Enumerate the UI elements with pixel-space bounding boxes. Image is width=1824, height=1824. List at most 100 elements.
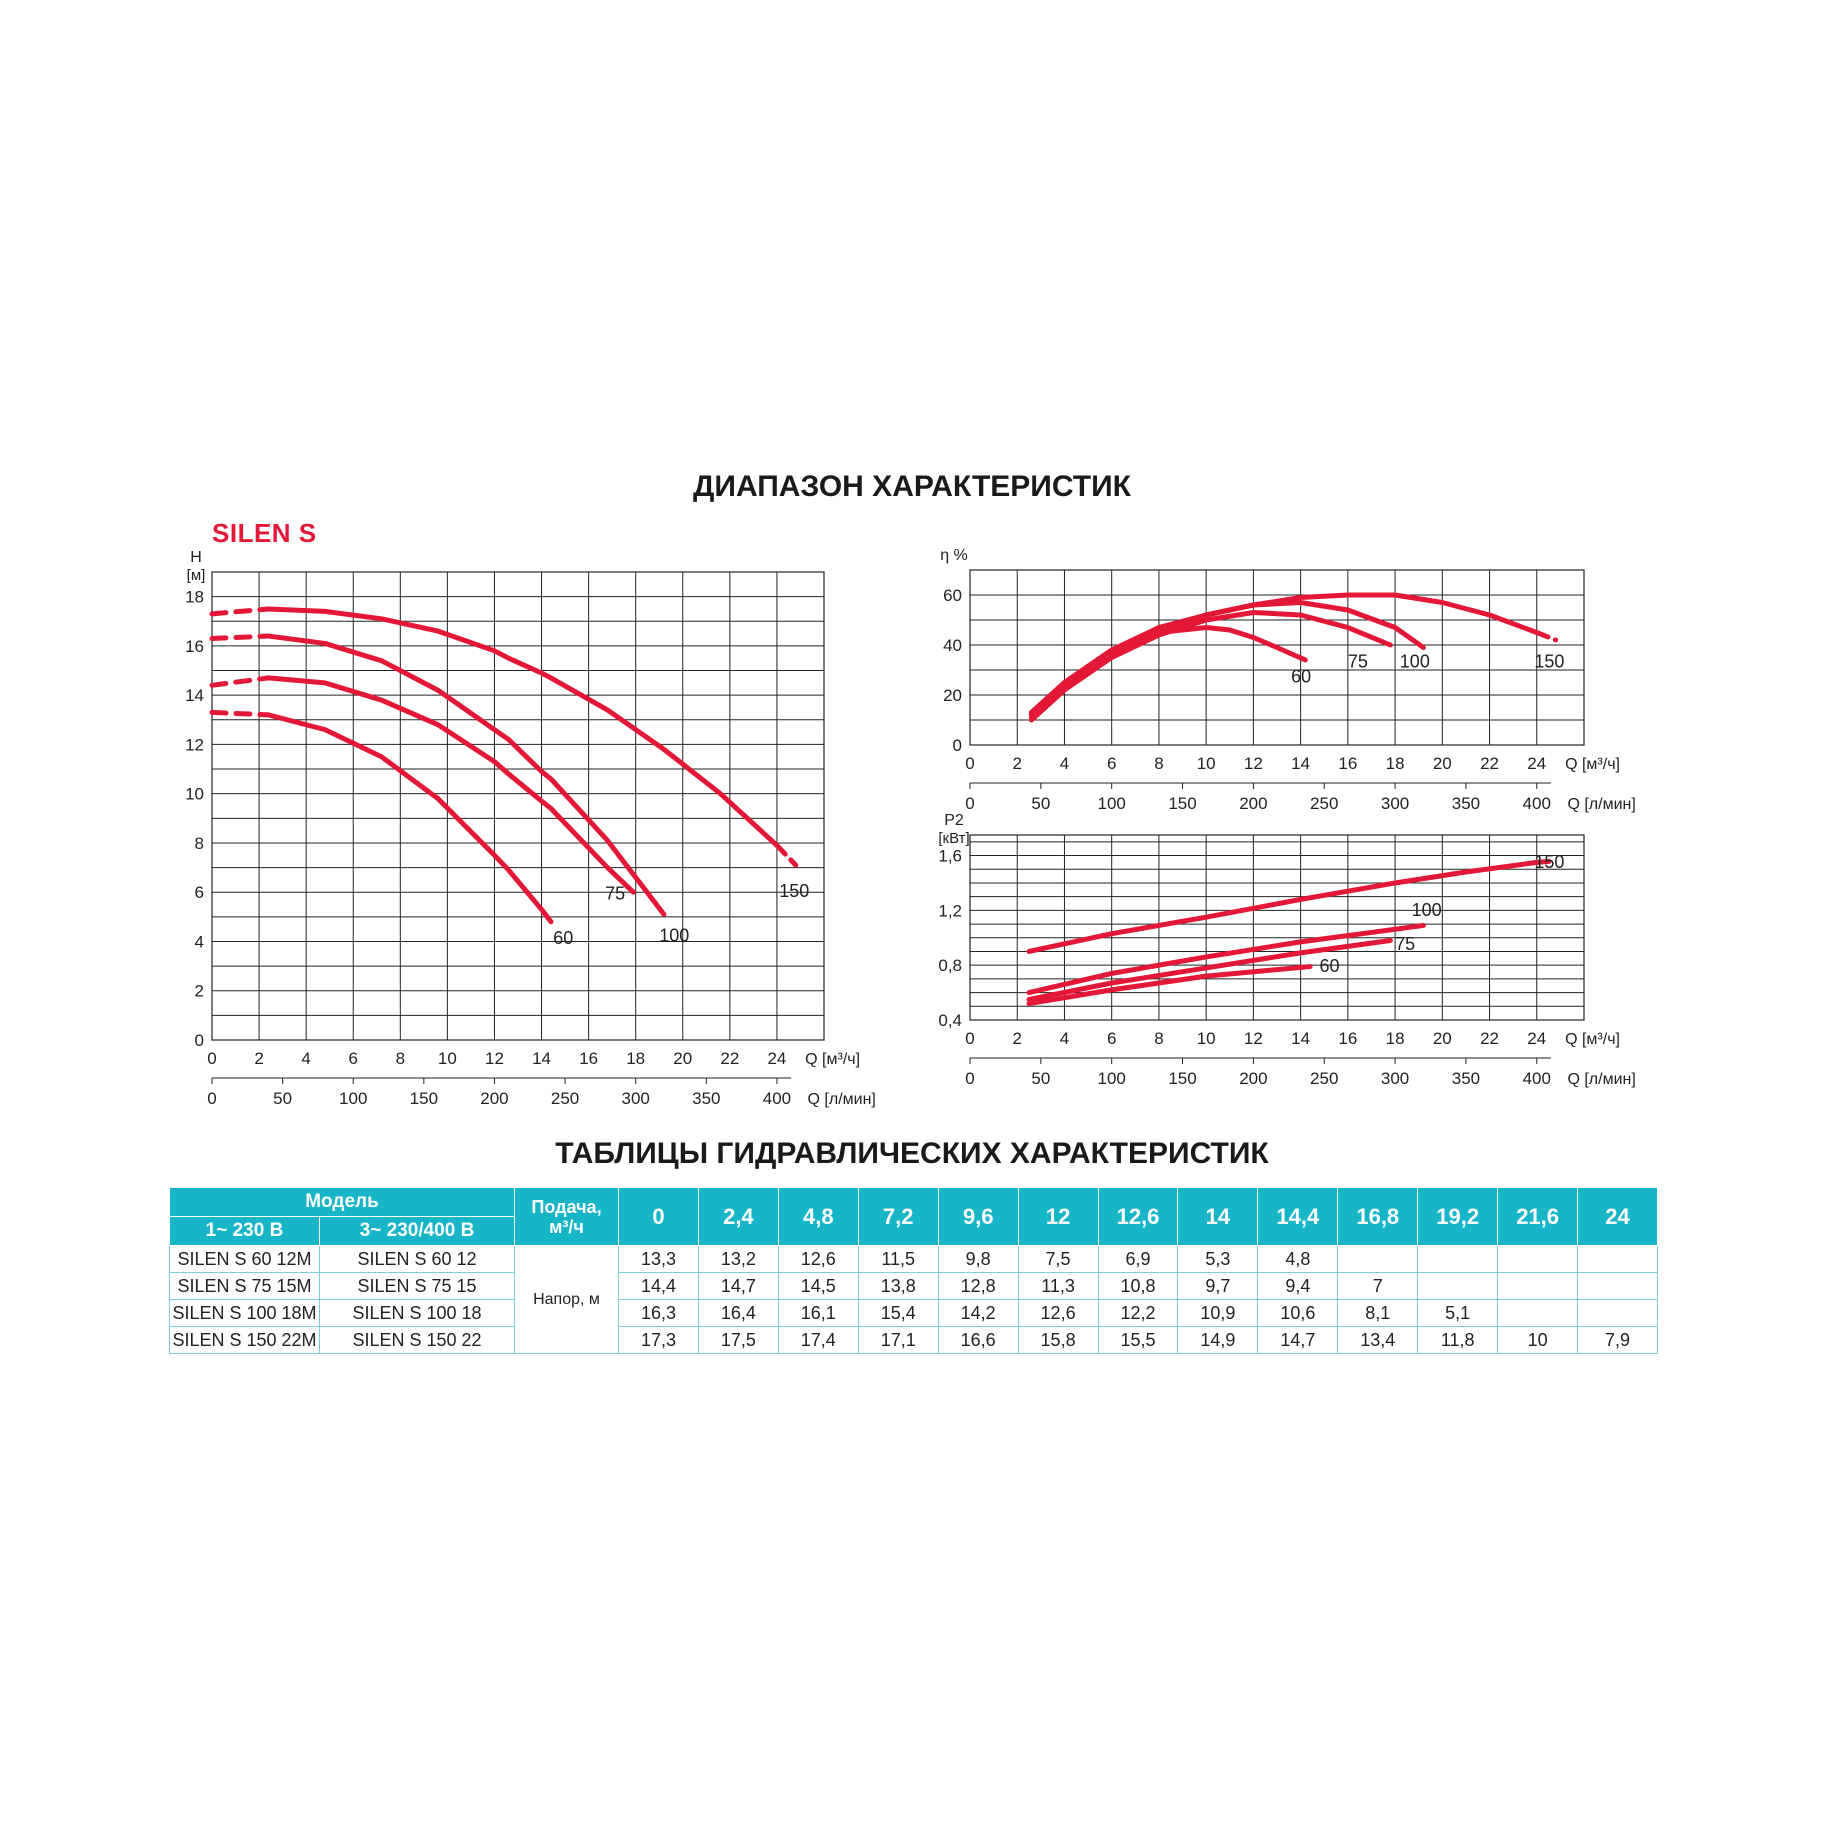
flow-header: 2,4 <box>697 1187 779 1246</box>
x-tick-label: 18 <box>626 1049 645 1068</box>
model-3ph-cell: SILEN S 75 15 <box>319 1272 515 1300</box>
head-value-cell: 16,3 <box>618 1299 699 1327</box>
x-tick-label: 10 <box>1197 754 1216 773</box>
x-tick-label: 20 <box>1433 754 1452 773</box>
head-value-cell: 12,6 <box>777 1245 859 1273</box>
x2-tick-label: 250 <box>551 1089 579 1108</box>
head-value-cell: 16,4 <box>697 1299 779 1327</box>
y-tick-label: 4 <box>195 932 204 951</box>
x-tick-label: 0 <box>207 1049 216 1068</box>
table-title: ТАБЛИЦЫ ГИДРАВЛИЧЕСКИХ ХАРАКТЕРИСТИК <box>555 1137 1269 1170</box>
x-tick-label: 16 <box>1338 754 1357 773</box>
head-value-cell <box>1497 1245 1579 1273</box>
series-label: 150 <box>1534 652 1564 672</box>
x-tick-label: 22 <box>1480 754 1499 773</box>
x2-tick-label: 400 <box>1523 1069 1551 1088</box>
table-row: SILEN S 100 18M SILEN S 100 18 16,3 16,4 16,… <box>169 1299 1658 1327</box>
brand-label: SILEN S <box>212 518 317 548</box>
series-label: 75 <box>1348 652 1368 672</box>
head-value-cell: 12,8 <box>937 1272 1019 1300</box>
x-tick-label: 18 <box>1386 754 1405 773</box>
head-value-cell <box>1337 1245 1419 1273</box>
head-value-cell: 12,2 <box>1097 1299 1179 1327</box>
y-tick-label: 8 <box>195 834 204 853</box>
x-tick-label: 12 <box>1244 1029 1263 1048</box>
series-150-dashed <box>209 606 271 617</box>
flow-header: 4,8 <box>777 1187 859 1246</box>
model-1ph-cell: SILEN S 60 12M <box>169 1245 320 1273</box>
x2-axis-label: Q [л/мин] <box>1567 796 1635 813</box>
x-axis-label: Q [м³/ч] <box>1565 1031 1620 1048</box>
series-label: 60 <box>1320 956 1340 976</box>
feed-header-line1: Подача, <box>531 1196 602 1217</box>
table-row: SILEN S 75 15M SILEN S 75 15 14,4 14,7 14,5 1… <box>169 1272 1658 1300</box>
model-header: Модель <box>169 1187 515 1217</box>
head-value-cell: 11,3 <box>1017 1272 1099 1300</box>
head-value-cell: 5,1 <box>1417 1299 1499 1327</box>
series-100-dashed <box>209 633 271 642</box>
x-tick-label: 14 <box>532 1049 551 1068</box>
head-value-cell <box>1577 1272 1658 1300</box>
col-3ph-header: 3~ 230/400 В <box>319 1216 515 1246</box>
hydraulic-table: Модель Подача, м³/ч 0 2,4 4,8 7,2 9,6 12… <box>169 1187 1658 1354</box>
model-3ph-cell: SILEN S 100 18 <box>319 1299 515 1327</box>
flow-header: 12 <box>1017 1187 1099 1246</box>
x-tick-label: 24 <box>1527 1029 1546 1048</box>
y-tick-label: 60 <box>943 586 962 605</box>
x-tick-label: 24 <box>767 1049 786 1068</box>
x-tick-label: 2 <box>254 1049 263 1068</box>
head-value-cell <box>1417 1245 1499 1273</box>
head-value-cell <box>1577 1245 1658 1273</box>
head-value-cell <box>1417 1272 1499 1300</box>
x-tick-label: 4 <box>1060 1029 1069 1048</box>
series-label: 100 <box>1412 900 1442 920</box>
flow-header: 14 <box>1177 1187 1259 1246</box>
flow-header: 7,2 <box>857 1187 939 1246</box>
x2-axis-label: Q [л/мин] <box>808 1091 876 1108</box>
x-tick-label: 4 <box>301 1049 310 1068</box>
x2-tick-label: 300 <box>622 1089 650 1108</box>
flow-header: 16,8 <box>1337 1187 1419 1246</box>
head-value-cell: 16,1 <box>777 1299 859 1327</box>
flow-header: 12,6 <box>1097 1187 1179 1246</box>
flow-header: 21,6 <box>1497 1187 1579 1246</box>
x-tick-label: 16 <box>579 1049 598 1068</box>
x-axis-label: Q [м³/ч] <box>805 1051 860 1068</box>
y-tick-label: 0,8 <box>938 956 962 975</box>
flow-header: 0 <box>618 1187 699 1246</box>
series-150-tail <box>1534 858 1559 865</box>
x2-tick-label: 400 <box>1523 794 1551 813</box>
series-100-line <box>265 633 667 917</box>
x2-tick-label: 50 <box>1031 1069 1050 1088</box>
flow-header: 14,4 <box>1257 1187 1339 1246</box>
series-60-line <box>1026 964 1313 1007</box>
head-value-cell <box>1497 1299 1579 1327</box>
x-axis-label: Q [м³/ч] <box>1565 756 1620 773</box>
x-tick-label: 10 <box>1197 1029 1216 1048</box>
series-label: 150 <box>1534 852 1564 872</box>
col-1ph-header: 1~ 230 В <box>169 1216 320 1246</box>
x2-tick-label: 350 <box>1452 1069 1480 1088</box>
x-tick-label: 12 <box>1244 754 1263 773</box>
y-tick-label: 12 <box>185 735 204 754</box>
feed-header: Подача, м³/ч <box>514 1187 619 1246</box>
series-150-line <box>1026 859 1540 954</box>
x2-tick-label: 150 <box>1168 794 1196 813</box>
head-value-cell: 14,2 <box>937 1299 1019 1327</box>
model-1ph-cell: SILEN S 75 15M <box>169 1272 320 1300</box>
power-chart: 0,40,81,21,6P2[кВт]0 2 4 6 8 10 12 14 16 18 20 22 24… <box>938 812 1635 1088</box>
x2-tick-label: 150 <box>1168 1069 1196 1088</box>
series-100-line <box>1026 922 1426 996</box>
model-3ph-cell: SILEN S 150 22 <box>319 1326 515 1354</box>
head-value-cell: 17,1 <box>857 1326 939 1354</box>
feed-header-line2: м³/ч <box>549 1216 584 1237</box>
y-tick-label: 18 <box>185 588 204 607</box>
head-value-cell: 10 <box>1497 1326 1579 1354</box>
y-axis-label: H <box>190 549 202 566</box>
head-value-cell: 10,6 <box>1257 1299 1339 1327</box>
x-tick-label: 6 <box>1107 754 1116 773</box>
head-value-cell: 7,5 <box>1017 1245 1099 1273</box>
x2-tick-label: 400 <box>763 1089 791 1108</box>
series-75-line <box>265 675 636 895</box>
